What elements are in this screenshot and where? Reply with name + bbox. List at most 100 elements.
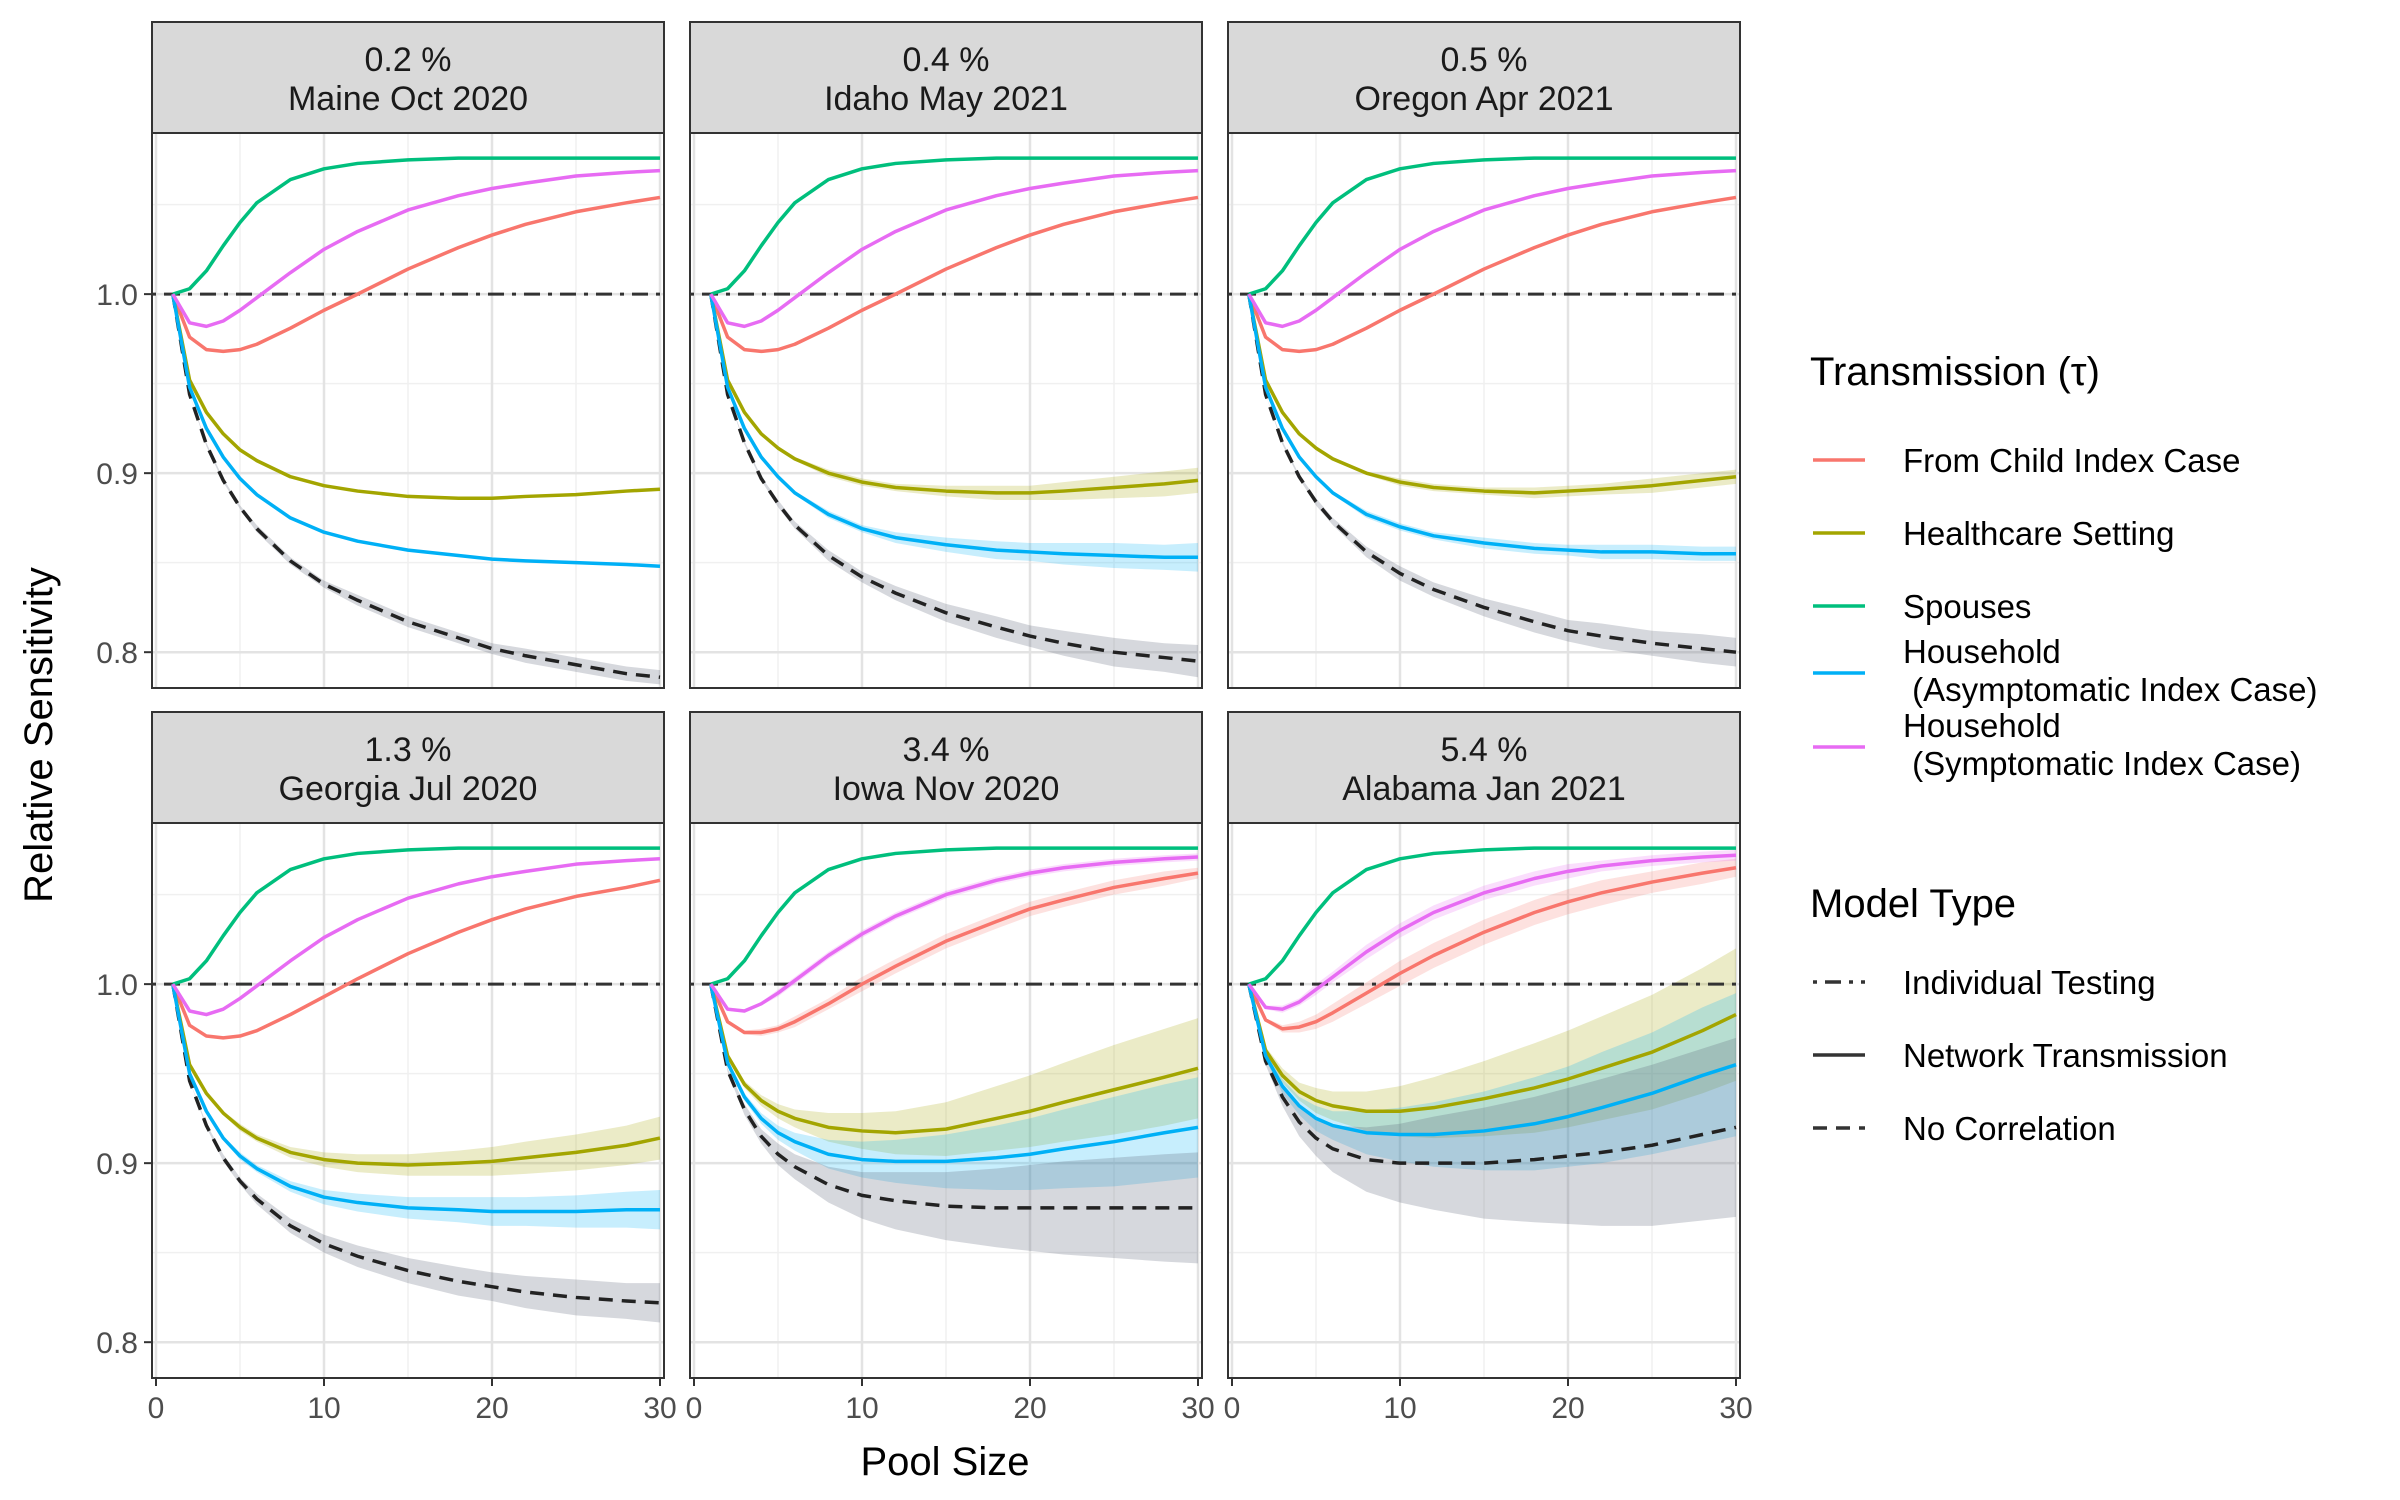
series-line-health <box>709 293 1199 495</box>
legend-title-transmission: Transmission (τ) <box>1810 350 2100 394</box>
x-tick-label: 0 <box>686 1392 703 1425</box>
series-line-hh_sym <box>709 855 1199 1013</box>
series-line-hh_sym <box>1247 168 1737 329</box>
ci-band-nocorr <box>172 984 661 1323</box>
series-line-hh_asym <box>171 983 660 1214</box>
ci-band-health <box>1248 294 1736 499</box>
series-line-hh_sym <box>171 168 661 329</box>
x-tick-label: 30 <box>643 1392 676 1425</box>
facet-title-label: Iowa Nov 2020 <box>833 770 1060 808</box>
x-tick-label: 10 <box>1383 1392 1416 1425</box>
x-axis-title: Pool Size <box>861 1440 1030 1484</box>
series-line-hh_asym <box>1247 293 1736 556</box>
x-tick-label: 30 <box>1181 1392 1214 1425</box>
facet-panel: 5.4 %Alabama Jan 2021 0 10 20 30 <box>1224 711 1753 1425</box>
series-line-spouse <box>1248 846 1736 986</box>
ci-band-health <box>710 294 1198 501</box>
legend-title-model: Model Type <box>1810 882 2016 926</box>
facet-prevalence-label: 3.4 % <box>903 731 990 769</box>
panel-border <box>151 132 665 689</box>
facet-prevalence-label: 0.4 % <box>903 41 990 79</box>
no-correlation-line <box>171 983 661 1305</box>
y-tick-label: 0.8 <box>96 1327 138 1360</box>
ci-band-health <box>1248 948 1736 1139</box>
y-axis-title: Relative Sensitivity <box>17 567 61 903</box>
legend-label-hh_sym: Household <box>1903 707 2061 744</box>
x-tick-label: 20 <box>1551 1392 1584 1425</box>
legend: Transmission (τ) From Child Index Case Hea… <box>1810 350 2317 1147</box>
ci-band-child <box>710 867 1198 1037</box>
y-tick-label: 1.0 <box>96 279 138 312</box>
panel-border <box>689 822 1203 1379</box>
ci-band-health <box>710 984 1198 1156</box>
x-tick-label: 20 <box>1013 1392 1046 1425</box>
legend-label-hh_asym: (Asymptomatic Index Case) <box>1903 671 2317 708</box>
no-correlation-line <box>709 983 1198 1210</box>
ci-band-hh_asym <box>1248 984 1736 1171</box>
facet-title-label: Alabama Jan 2021 <box>1342 770 1626 808</box>
y-tick-label: 1.0 <box>96 969 138 1002</box>
ci-band-hh_asym <box>172 984 661 1230</box>
legend-label-model: No Correlation <box>1903 1110 2116 1147</box>
facet-strip <box>1227 21 1741 134</box>
series-line-spouse <box>172 156 660 296</box>
no-correlation-line <box>1247 293 1737 654</box>
facet-panels: 0.2 %Maine Oct 2020 0.8 0.9 1.0 0.4 %Idaho M… <box>96 21 1753 1425</box>
panel-border <box>1227 132 1741 689</box>
series-line-health <box>171 293 661 500</box>
series-line-hh_asym <box>709 983 1199 1164</box>
facet-prevalence-label: 0.2 % <box>365 41 452 79</box>
series-line-health <box>171 983 661 1167</box>
facet-panel: 0.5 %Oregon Apr 2021 <box>1227 21 1741 689</box>
x-tick-label: 10 <box>845 1392 878 1425</box>
series-line-spouse <box>172 846 660 986</box>
series-line-spouse <box>710 846 1198 986</box>
facet-prevalence-label: 0.5 % <box>1441 41 1528 79</box>
y-tick-label: 0.9 <box>96 1148 138 1181</box>
legend-label-model: Individual Testing <box>1903 964 2156 1001</box>
series-line-child <box>171 195 661 354</box>
facet-strip <box>689 711 1203 824</box>
series-line-child <box>709 871 1199 1035</box>
legend-label-health: Healthcare Setting <box>1903 515 2175 552</box>
series-line-child <box>171 878 661 1040</box>
y-tick-label: 0.8 <box>96 637 138 670</box>
legend-label-model: Network Transmission <box>1903 1037 2228 1074</box>
x-tick-label: 10 <box>307 1392 340 1425</box>
facet-panel: 1.3 %Georgia Jul 2020 0.8 0.9 1.0 0 10 20 30 <box>96 711 677 1425</box>
series-line-child <box>1247 195 1737 354</box>
series-line-hh_sym <box>171 857 661 1017</box>
ci-band-health <box>172 984 661 1176</box>
series-line-health <box>709 983 1199 1135</box>
ci-band-nocorr <box>1248 984 1736 1226</box>
series-line-health <box>1247 293 1737 495</box>
no-correlation-line <box>709 293 1199 663</box>
facet-title-label: Maine Oct 2020 <box>288 80 528 118</box>
series-line-child <box>1247 866 1737 1031</box>
facet-panel: 0.2 %Maine Oct 2020 0.8 0.9 1.0 <box>96 21 665 689</box>
panel-border <box>151 822 665 1379</box>
no-correlation-line <box>1247 983 1737 1165</box>
series-line-hh_asym <box>1247 983 1737 1137</box>
series-line-spouse <box>710 156 1198 296</box>
series-line-hh_sym <box>1247 853 1737 1011</box>
panel-border <box>1227 822 1741 1379</box>
legend-label-hh_asym: Household <box>1903 633 2061 670</box>
facet-title-label: Idaho May 2021 <box>824 80 1068 118</box>
series-line-health <box>1247 983 1737 1113</box>
facet-prevalence-label: 5.4 % <box>1441 731 1528 769</box>
y-tick-label: 0.9 <box>96 458 138 491</box>
x-tick-label: 0 <box>148 1392 165 1425</box>
ci-band-nocorr <box>710 984 1198 1264</box>
facet-strip <box>689 21 1203 134</box>
x-tick-label: 30 <box>1719 1392 1752 1425</box>
facet-strip <box>1227 711 1741 824</box>
panel-border <box>689 132 1203 689</box>
series-line-hh_asym <box>709 293 1198 560</box>
facet-prevalence-label: 1.3 % <box>365 731 452 769</box>
series-line-child <box>709 195 1199 354</box>
facet-strip <box>151 21 665 134</box>
series-line-spouse <box>1248 156 1736 296</box>
ci-band-hh_asym <box>710 984 1198 1191</box>
